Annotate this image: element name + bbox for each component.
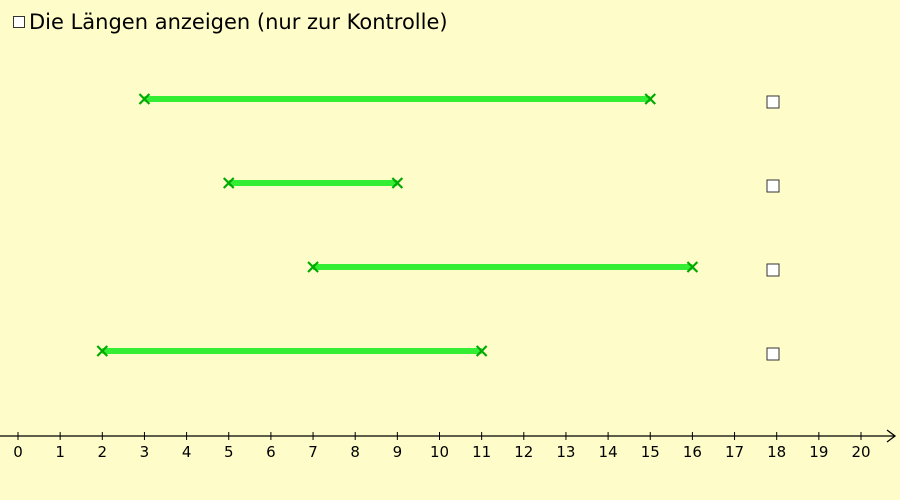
tick-label: 4	[182, 443, 192, 461]
length-checkbox[interactable]	[766, 179, 780, 193]
segment-endpoint	[307, 261, 319, 273]
tick-label: 6	[266, 443, 276, 461]
show-lengths-control[interactable]: Die Längen anzeigen (nur zur Kontrolle)	[13, 10, 448, 34]
tick-label: 0	[13, 443, 23, 461]
tick-label: 20	[851, 443, 870, 461]
checkbox[interactable]	[13, 16, 25, 28]
tick-label: 7	[308, 443, 318, 461]
segment-endpoint	[686, 261, 699, 273]
tick-label: 16	[683, 443, 702, 461]
length-checkbox[interactable]	[766, 347, 780, 361]
tick-label: 17	[725, 443, 744, 461]
length-checkbox[interactable]	[766, 263, 780, 277]
axis-arrow	[886, 429, 897, 443]
tick-label: 3	[140, 443, 150, 461]
tick-label: 12	[514, 443, 533, 461]
tick-label: 13	[556, 443, 575, 461]
segment-endpoint	[391, 177, 404, 189]
tick-label: 10	[430, 443, 449, 461]
segment-endpoint	[222, 177, 235, 189]
tick-label: 9	[393, 443, 403, 461]
tick-label: 14	[599, 443, 618, 461]
tick-label: 1	[55, 443, 65, 461]
segment-endpoint	[96, 345, 109, 357]
length-checkbox[interactable]	[766, 95, 780, 109]
tick-label: 15	[641, 443, 660, 461]
tick-label: 11	[472, 443, 491, 461]
segment-endpoint	[138, 93, 151, 105]
segment-endpoint	[475, 345, 488, 357]
tick-label: 18	[767, 443, 786, 461]
tick-label: 8	[350, 443, 360, 461]
tick-label: 5	[224, 443, 234, 461]
tick-label: 19	[809, 443, 828, 461]
segment-endpoint	[644, 93, 657, 105]
checkbox-label: Die Längen anzeigen (nur zur Kontrolle)	[29, 10, 448, 34]
tick-label: 2	[98, 443, 108, 461]
